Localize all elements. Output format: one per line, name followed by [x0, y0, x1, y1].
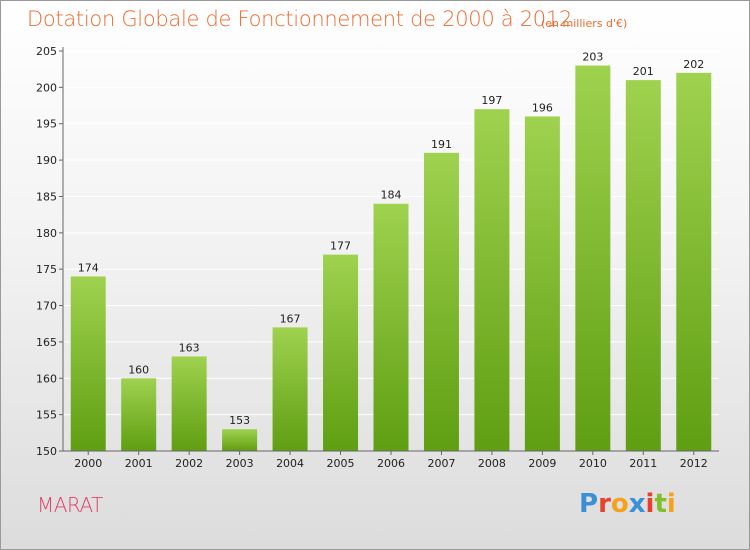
x-tick-label: 2004 — [276, 457, 304, 470]
x-tick-label: 2002 — [175, 457, 203, 470]
x-tick-label: 2010 — [579, 457, 607, 470]
y-tick-label: 170 — [36, 300, 57, 313]
bar — [121, 378, 157, 451]
value-label: 197 — [481, 94, 502, 107]
value-label: 196 — [532, 101, 553, 114]
y-tick-label: 180 — [36, 227, 57, 240]
bar — [575, 65, 611, 451]
value-label: 163 — [179, 341, 200, 354]
logo-letter: o — [610, 489, 629, 519]
y-tick-label: 200 — [36, 81, 57, 94]
x-tick-label: 2003 — [226, 457, 254, 470]
x-tick-label: 2008 — [478, 457, 506, 470]
value-label: 153 — [229, 414, 250, 427]
labels: 150 155 160 165 170 175 180 185 190 195 200 205 174 2… — [36, 45, 708, 470]
x-tick-label: 2012 — [680, 457, 708, 470]
bar — [625, 80, 661, 451]
bar — [222, 429, 258, 451]
bar — [171, 356, 207, 451]
commune-name: MARAT — [37, 493, 103, 517]
logo-letter: r — [598, 489, 611, 519]
bar — [474, 109, 510, 451]
value-label: 160 — [128, 363, 149, 376]
value-label: 174 — [78, 261, 99, 274]
y-tick-label: 205 — [36, 45, 57, 58]
y-tick-label: 185 — [36, 190, 57, 203]
chart-title: Dotation Globale de Fonctionnement de 20… — [27, 7, 572, 31]
logo-letter: i — [666, 489, 676, 519]
x-tick-label: 2005 — [327, 457, 355, 470]
x-tick-label: 2001 — [125, 457, 153, 470]
value-label: 203 — [582, 51, 603, 64]
bar — [70, 276, 106, 451]
chart-subtitle: (en milliers d'€) — [541, 17, 628, 30]
x-tick-label: 2007 — [427, 457, 455, 470]
value-label: 167 — [280, 312, 301, 325]
y-tick-label: 195 — [36, 118, 57, 131]
value-label: 184 — [381, 189, 402, 202]
x-tick-label: 2011 — [629, 457, 657, 470]
bar — [676, 72, 712, 452]
x-tick-label: 2009 — [528, 457, 556, 470]
x-tick-label: 2006 — [377, 457, 405, 470]
axes — [59, 47, 719, 455]
logo-letter: x — [628, 489, 646, 519]
y-tick-label: 190 — [36, 154, 57, 167]
logo-letter: P — [579, 489, 599, 519]
bar — [524, 116, 560, 452]
logo-letter: i — [645, 489, 655, 519]
x-tick-label: 2000 — [74, 457, 102, 470]
bar — [373, 203, 409, 451]
y-tick-label: 165 — [36, 336, 57, 349]
y-tick-label: 155 — [36, 409, 57, 422]
value-label: 177 — [330, 240, 351, 253]
bar — [423, 152, 459, 451]
value-label: 202 — [683, 58, 704, 71]
value-label: 201 — [633, 65, 654, 78]
bars — [70, 65, 712, 452]
bar — [272, 327, 308, 451]
proxiti-logo: Proxiti — [579, 489, 676, 519]
logo-letter: t — [654, 489, 667, 519]
y-tick-label: 150 — [36, 445, 57, 458]
y-tick-label: 160 — [36, 372, 57, 385]
value-label: 191 — [431, 138, 452, 151]
bar — [323, 254, 359, 451]
y-tick-label: 175 — [36, 263, 57, 276]
